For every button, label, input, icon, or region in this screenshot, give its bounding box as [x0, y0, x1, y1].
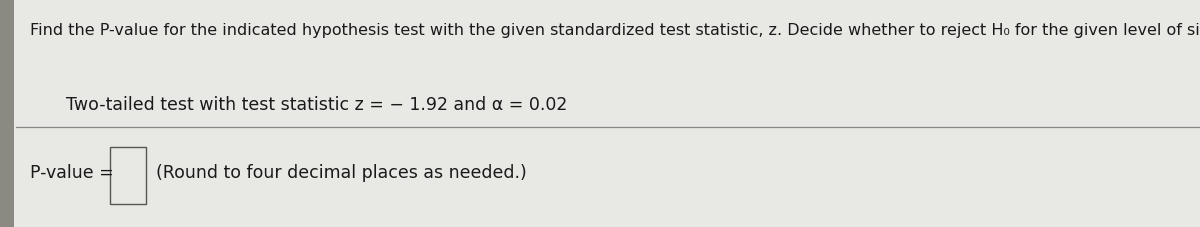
Text: (Round to four decimal places as needed.): (Round to four decimal places as needed.… — [156, 163, 527, 181]
Text: Find the P-value for the indicated hypothesis test with the given standardized t: Find the P-value for the indicated hypot… — [30, 23, 1200, 38]
Text: Two-tailed test with test statistic z = − 1.92 and α = 0.02: Two-tailed test with test statistic z = … — [66, 95, 568, 113]
FancyBboxPatch shape — [110, 148, 146, 204]
Bar — [0, 0, 14, 227]
Text: P-value =: P-value = — [30, 163, 119, 181]
